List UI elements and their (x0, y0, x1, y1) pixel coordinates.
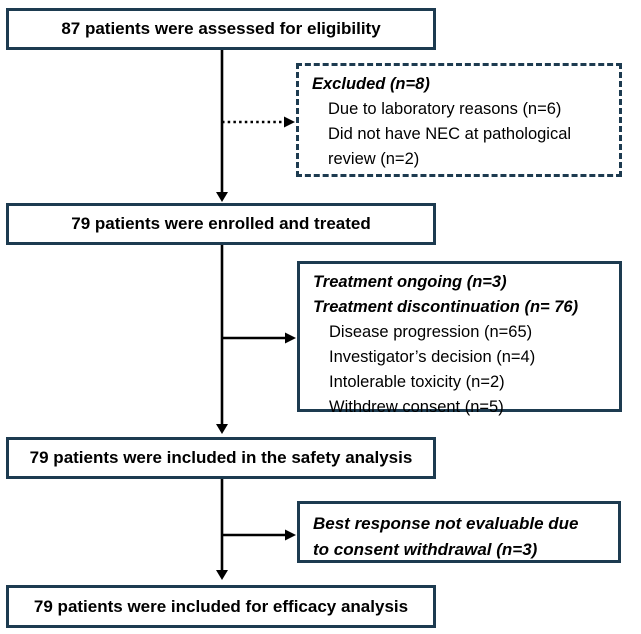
box-eligibility-label: 87 patients were assessed for eligibilit… (61, 19, 381, 38)
box-efficacy-label: 79 patients were included for efficacy a… (33, 596, 409, 616)
box-enrolled: 79 patients were enrolled and treated (6, 203, 436, 245)
excluded-box: Excluded (n=8) Due to laboratory reasons… (296, 63, 622, 177)
box-safety-label: 79 patients were included in the safety … (29, 448, 413, 467)
treatment-item: Withdrew consent (n=5) (329, 398, 504, 416)
box-efficacy: 79 patients were included for efficacy a… (6, 585, 436, 628)
excluded-item: Did not have NEC at pathological review … (328, 125, 572, 168)
treatment-heading: Treatment ongoing (n=3) (313, 273, 507, 291)
arrow-to-best-response-box (222, 529, 296, 541)
excluded-item: Due to laboratory reasons (n=6) (328, 100, 562, 118)
best-response-heading: Best response not evaluable due to conse… (313, 514, 579, 559)
box-enrolled-label: 79 patients were enrolled and treated (71, 214, 371, 233)
treatment-box: Treatment ongoing (n=3) Treatment discon… (297, 261, 622, 416)
treatment-item: Investigator’s decision (n=4) (329, 348, 536, 366)
treatment-heading: Treatment discontinuation (n= 76) (313, 298, 579, 316)
arrow-dotted-to-excluded (222, 116, 295, 128)
treatment-item: Intolerable toxicity (n=2) (329, 373, 505, 391)
arrow-safety-to-efficacy (216, 479, 228, 580)
treatment-item: Disease progression (n=65) (329, 323, 533, 341)
best-response-box: Best response not evaluable due to conse… (297, 501, 621, 563)
box-eligibility: 87 patients were assessed for eligibilit… (6, 8, 436, 50)
arrow-enrolled-to-safety (216, 245, 228, 434)
arrow-eligibility-to-enrolled (216, 50, 228, 202)
box-safety: 79 patients were included in the safety … (6, 437, 436, 479)
arrow-to-treatment-box (222, 332, 296, 344)
excluded-heading: Excluded (n=8) (312, 75, 430, 93)
